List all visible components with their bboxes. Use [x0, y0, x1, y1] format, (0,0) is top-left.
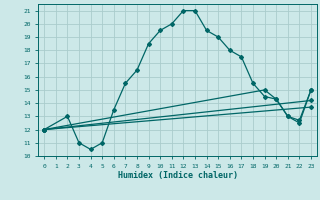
- X-axis label: Humidex (Indice chaleur): Humidex (Indice chaleur): [118, 171, 238, 180]
